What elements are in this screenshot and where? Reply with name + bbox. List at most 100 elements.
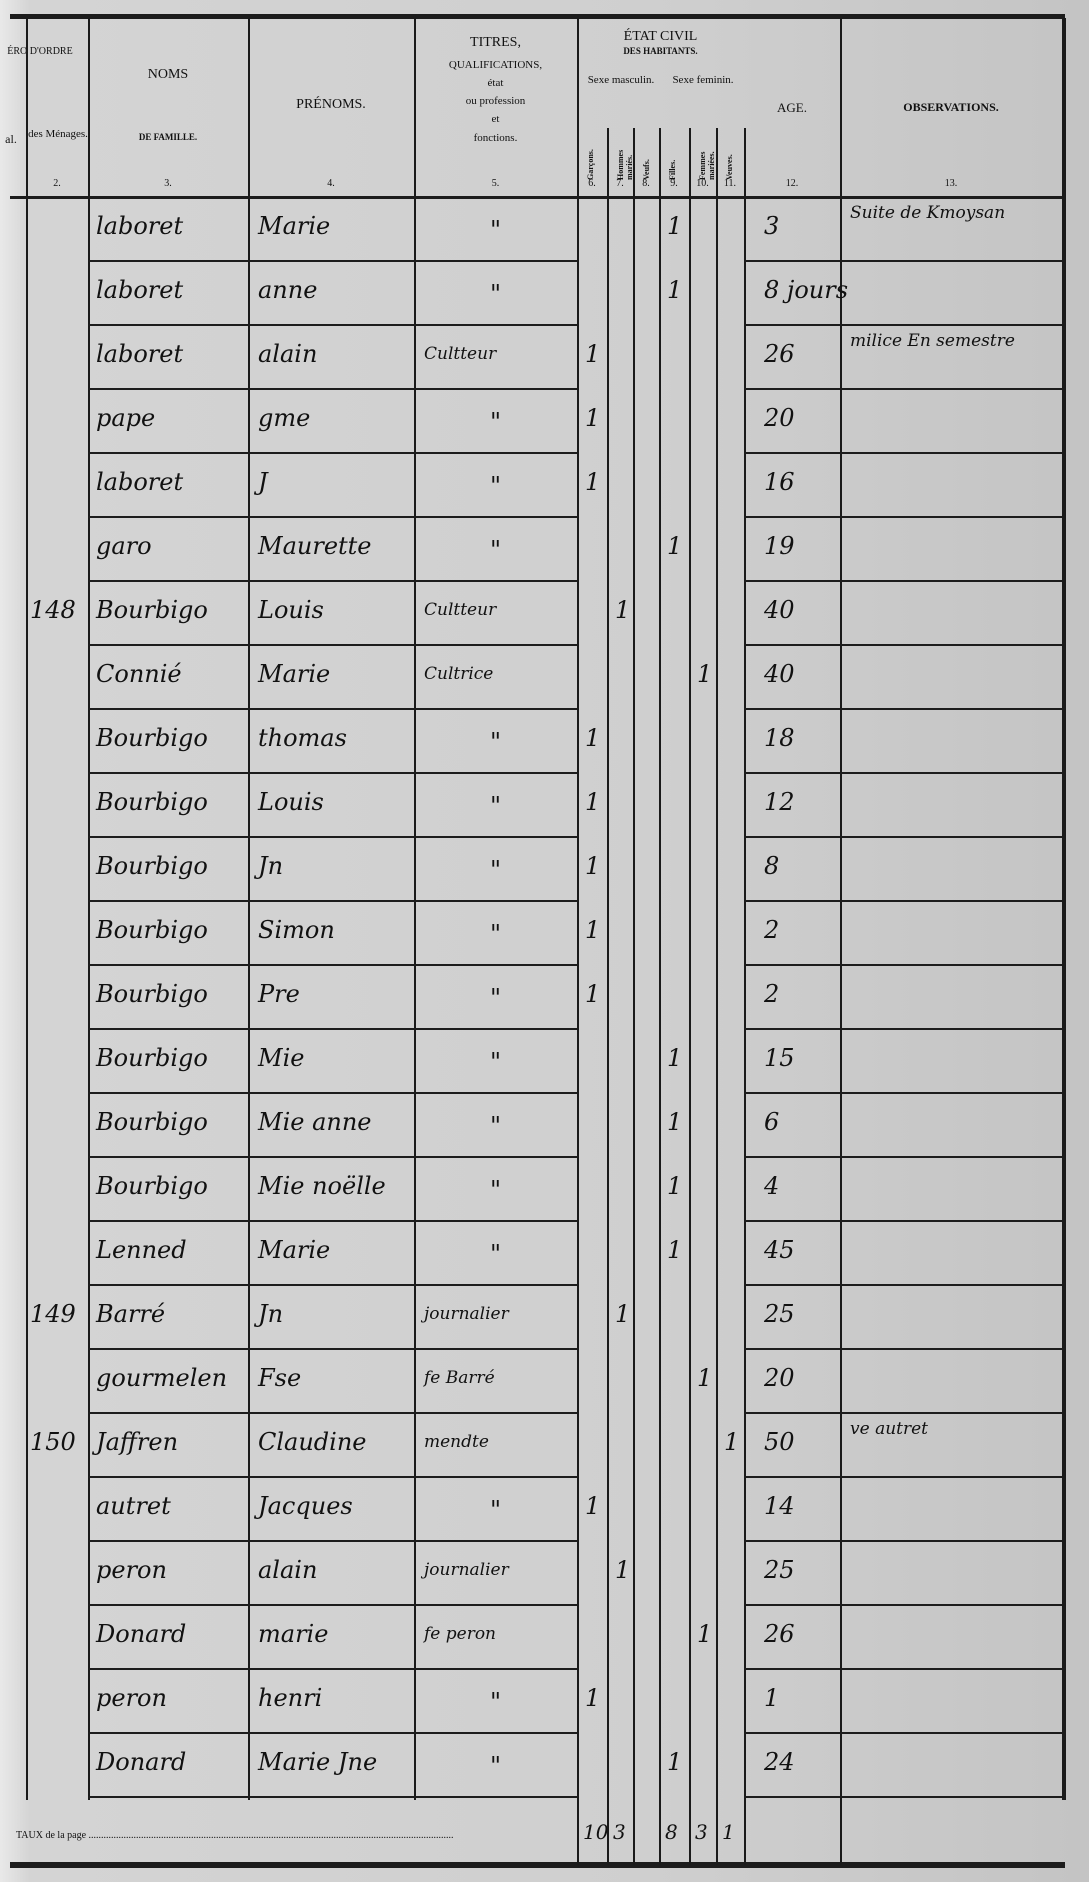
total-col7: 3: [613, 1820, 626, 1844]
row-divider: [88, 900, 577, 902]
observation: ve autret: [850, 1419, 929, 1439]
column-divider: [1062, 18, 1066, 1800]
header-column-number: 5.: [491, 178, 500, 189]
row-divider: [744, 1604, 1062, 1606]
row-divider: [88, 260, 577, 262]
civil-status-mark: 1: [585, 788, 601, 816]
title-profession: ": [490, 856, 502, 884]
row-divider: [88, 516, 577, 518]
family-name: Bourbigo: [96, 852, 208, 880]
first-name: anne: [258, 276, 318, 304]
column-divider: [633, 128, 635, 1865]
row-divider: [744, 708, 1062, 710]
header-noms: NOMS: [147, 67, 189, 82]
row-divider: [744, 516, 1062, 518]
age: 19: [764, 532, 795, 560]
row-divider: [744, 1796, 1062, 1798]
top-border: [10, 14, 1065, 19]
title-profession: ": [490, 984, 502, 1012]
title-profession: fe Barré: [424, 1368, 495, 1388]
header-subcol: Veuves.: [725, 154, 734, 180]
header-titres-line: ou profession: [465, 95, 526, 108]
civil-status-mark: 1: [667, 532, 683, 560]
age: 25: [764, 1556, 795, 1584]
header-subcol: Femmes mariées.: [698, 151, 716, 180]
header-etat-sub: DES HABITANTS.: [623, 46, 698, 56]
age: 3: [764, 212, 780, 240]
title-profession: ": [490, 1688, 502, 1716]
age: 18: [764, 724, 795, 752]
header-col1-sub: al.: [5, 132, 17, 146]
family-name: Bourbigo: [96, 724, 208, 752]
row-divider: [88, 1604, 577, 1606]
row-divider: [88, 388, 577, 390]
row-divider: [88, 772, 577, 774]
row-divider: [744, 1412, 1062, 1414]
family-name: pape: [96, 404, 156, 432]
header-age: AGE.: [777, 100, 807, 115]
family-name: peron: [96, 1556, 167, 1584]
age: 26: [764, 1620, 795, 1648]
row-divider: [88, 1028, 577, 1030]
row-divider: [744, 836, 1062, 838]
row-divider: [744, 1476, 1062, 1478]
family-name: Connié: [96, 660, 182, 688]
first-name: Jn: [258, 1300, 284, 1328]
first-name: Mie noëlle: [258, 1172, 386, 1200]
first-name: Marie Jne: [258, 1748, 378, 1776]
civil-status-mark: 1: [585, 724, 601, 752]
family-name: Bourbigo: [96, 1108, 208, 1136]
family-name: garo: [96, 532, 152, 560]
title-profession: Cultteur: [424, 344, 497, 364]
row-divider: [88, 644, 577, 646]
row-divider: [744, 388, 1062, 390]
menage-number: 149: [30, 1300, 76, 1328]
column-divider: [248, 18, 250, 1800]
column-divider: [840, 18, 842, 1865]
first-name: Pre: [258, 980, 300, 1008]
title-profession: ": [490, 280, 502, 308]
age: 8 jours: [764, 276, 849, 304]
title-profession: ": [490, 1048, 502, 1076]
civil-status-mark: 1: [667, 1172, 683, 1200]
civil-status-mark: 1: [615, 596, 631, 624]
total-col6: 10: [583, 1820, 609, 1844]
first-name: Fse: [258, 1364, 302, 1392]
header-subcol: Veufs.: [642, 159, 651, 180]
age: 40: [764, 660, 795, 688]
row-divider: [744, 1348, 1062, 1350]
first-name: henri: [258, 1684, 323, 1712]
row-divider: [88, 1796, 577, 1798]
family-name: Donard: [96, 1748, 187, 1776]
title-profession: mendte: [424, 1432, 489, 1452]
row-divider: [744, 260, 1062, 262]
row-divider: [744, 1732, 1062, 1734]
menage-number: 150: [30, 1428, 76, 1456]
first-name: marie: [258, 1620, 329, 1648]
family-name: Bourbigo: [96, 1172, 208, 1200]
header-column-number: 7.: [616, 178, 624, 189]
row-divider: [88, 1092, 577, 1094]
column-divider: [26, 18, 28, 1800]
age: 15: [764, 1044, 795, 1072]
family-name: laboret: [96, 340, 184, 368]
title-profession: ": [490, 216, 502, 244]
row-divider: [88, 1540, 577, 1542]
header-column-number: 11.: [723, 178, 737, 189]
row-divider: [744, 772, 1062, 774]
first-name: Maurette: [258, 532, 372, 560]
first-name: J: [258, 468, 268, 496]
civil-status-mark: 1: [615, 1556, 631, 1584]
civil-status-mark: 1: [667, 276, 683, 304]
civil-status-mark: 1: [667, 1108, 683, 1136]
header-prenoms: PRÉNOMS.: [296, 97, 366, 112]
row-divider: [88, 836, 577, 838]
family-name: Lenned: [96, 1236, 187, 1264]
family-name: gourmelen: [96, 1364, 228, 1392]
title-profession: ": [490, 472, 502, 500]
family-name: laboret: [96, 276, 184, 304]
civil-status-mark: 1: [585, 916, 601, 944]
column-divider: [577, 18, 579, 1865]
civil-status-mark: 1: [585, 1684, 601, 1712]
title-profession: journalier: [424, 1560, 509, 1580]
